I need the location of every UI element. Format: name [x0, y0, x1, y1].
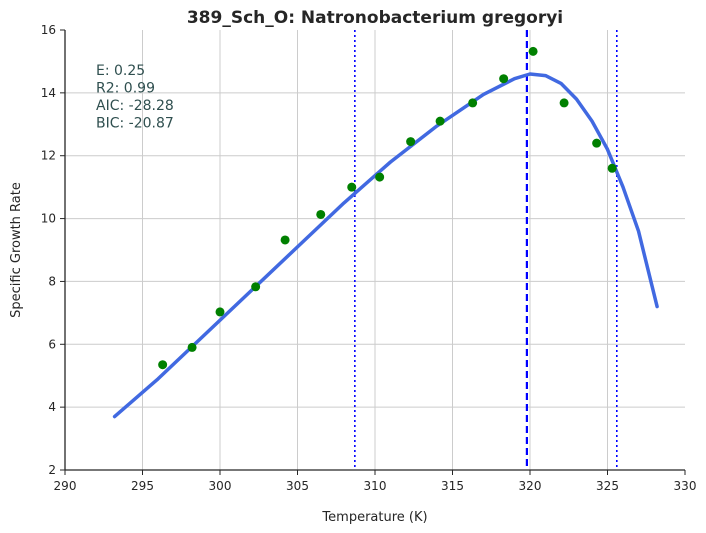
- stat-line: E: 0.25: [96, 63, 145, 79]
- y-axis-label: Specific Growth Rate: [9, 182, 24, 318]
- y-tick-label: 8: [48, 274, 56, 288]
- x-tick-label: 320: [519, 479, 542, 493]
- y-tick-label: 2: [48, 463, 56, 477]
- data-point: [406, 137, 416, 147]
- data-point: [316, 209, 326, 219]
- x-tick-label: 295: [131, 479, 154, 493]
- y-tick-label: 6: [48, 337, 56, 351]
- stat-line: BIC: -20.87: [96, 116, 174, 132]
- fitted-curve-line: [112, 72, 659, 419]
- data-point: [375, 172, 385, 182]
- data-point: [499, 74, 509, 84]
- grid-lines: [65, 30, 685, 470]
- data-point: [607, 163, 617, 173]
- stat-line: AIC: -28.28: [96, 98, 174, 114]
- data-point: [187, 342, 197, 352]
- data-point: [347, 182, 357, 192]
- y-tick-labels: 2 4 6 8 10 12 14 16: [41, 23, 56, 477]
- chart-title: 389_Sch_O: Natronobacterium gregoryi: [187, 8, 563, 28]
- x-tick-label: 330: [674, 479, 697, 493]
- x-tick-labels: 290 295 300 305 310 315 320 325 330: [54, 479, 697, 493]
- y-tick-label: 16: [41, 23, 56, 37]
- data-point: [280, 235, 290, 245]
- fitted-curve: [112, 72, 659, 419]
- axes: [60, 29, 686, 475]
- x-tick-label: 305: [286, 479, 309, 493]
- y-tick-label: 4: [48, 400, 56, 414]
- data-point: [215, 307, 225, 317]
- y-tick-label: 10: [41, 212, 56, 226]
- x-tick-label: 310: [364, 479, 387, 493]
- reference-lines: [354, 30, 618, 470]
- data-point: [559, 98, 569, 108]
- data-point: [468, 98, 478, 108]
- data-point: [435, 116, 445, 126]
- x-tick-label: 315: [441, 479, 464, 493]
- x-tick-label: 290: [54, 479, 77, 493]
- data-points: [158, 46, 617, 370]
- x-tick-label: 325: [596, 479, 619, 493]
- y-tick-label: 14: [41, 86, 56, 100]
- y-tick-label: 12: [41, 149, 56, 163]
- data-point: [158, 360, 168, 370]
- x-tick-label: 300: [209, 479, 232, 493]
- data-point: [251, 282, 261, 292]
- stat-line: R2: 0.99: [96, 81, 155, 97]
- data-point: [528, 46, 538, 56]
- data-point: [592, 138, 602, 148]
- x-axis-label: Temperature (K): [321, 510, 427, 525]
